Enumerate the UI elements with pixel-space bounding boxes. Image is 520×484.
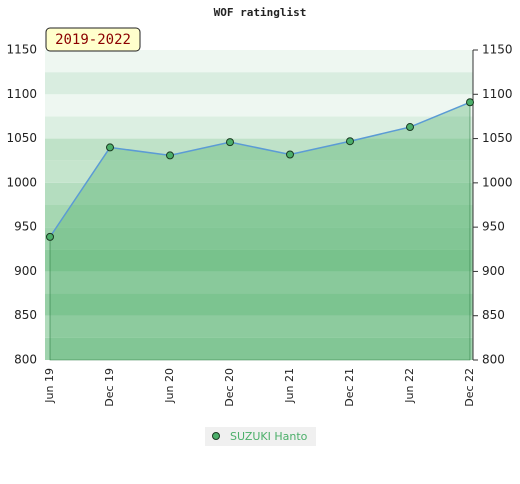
point bbox=[346, 137, 354, 146]
background-band bbox=[45, 160, 473, 183]
y-tick-label: 1100 bbox=[6, 87, 37, 101]
x-tick-label: Dec 21 bbox=[343, 368, 356, 407]
x-tick-label: Jun 20 bbox=[163, 368, 176, 404]
y-tick-label: 900 bbox=[14, 264, 37, 278]
annotation-box bbox=[45, 27, 141, 52]
point bbox=[106, 143, 114, 152]
y-tick-label: 850 bbox=[14, 308, 37, 322]
background-band bbox=[45, 249, 473, 272]
point bbox=[46, 232, 54, 241]
point bbox=[166, 151, 174, 160]
legend-marker bbox=[212, 432, 220, 440]
x-tick-label: Jun 22 bbox=[403, 368, 416, 404]
point bbox=[466, 98, 474, 107]
point bbox=[226, 138, 234, 147]
background-band bbox=[45, 205, 473, 228]
y2-tick-label: 1050 bbox=[482, 131, 513, 145]
y-tick-label: 1150 bbox=[6, 43, 37, 57]
y2-tick-label: 1100 bbox=[482, 87, 513, 101]
background-band bbox=[45, 50, 473, 73]
background-band bbox=[45, 94, 473, 117]
y2-tick-label: 950 bbox=[482, 220, 505, 234]
y2-tick-label: 1000 bbox=[482, 175, 513, 189]
y2-tick-label: 800 bbox=[482, 353, 505, 367]
y-tick-label: 1050 bbox=[6, 131, 37, 145]
background-band bbox=[45, 182, 473, 205]
x-tick-label: Dec 19 bbox=[103, 368, 116, 407]
background-band bbox=[45, 315, 473, 338]
chart-title: WOF ratinglist bbox=[214, 6, 307, 19]
x-tick-label: Jun 21 bbox=[283, 368, 296, 404]
legend-box bbox=[205, 427, 316, 446]
background-band bbox=[45, 116, 473, 139]
y2-tick-label: 850 bbox=[482, 308, 505, 322]
annotation: 2019-2022 bbox=[55, 32, 131, 48]
y-tick-label: 1000 bbox=[6, 175, 37, 189]
background-band bbox=[45, 72, 473, 95]
background-band bbox=[45, 293, 473, 316]
x-tick-label: Dec 20 bbox=[223, 368, 236, 407]
point bbox=[286, 150, 294, 159]
background-band bbox=[45, 138, 473, 161]
y-tick-label: 800 bbox=[14, 353, 37, 367]
x-tick-label: Jun 19 bbox=[43, 368, 56, 404]
y-tick-label: 950 bbox=[14, 220, 37, 234]
point bbox=[406, 123, 414, 132]
background-band bbox=[45, 337, 473, 360]
background-band bbox=[45, 227, 473, 250]
plot-area bbox=[45, 50, 473, 360]
y2-tick-label: 900 bbox=[482, 264, 505, 278]
background-band bbox=[45, 271, 473, 294]
x-tick-label: Dec 22 bbox=[463, 368, 476, 407]
line bbox=[49, 101, 471, 238]
y2-tick-label: 1150 bbox=[482, 43, 513, 57]
legend-label: SUZUKI Hanto bbox=[230, 430, 308, 443]
